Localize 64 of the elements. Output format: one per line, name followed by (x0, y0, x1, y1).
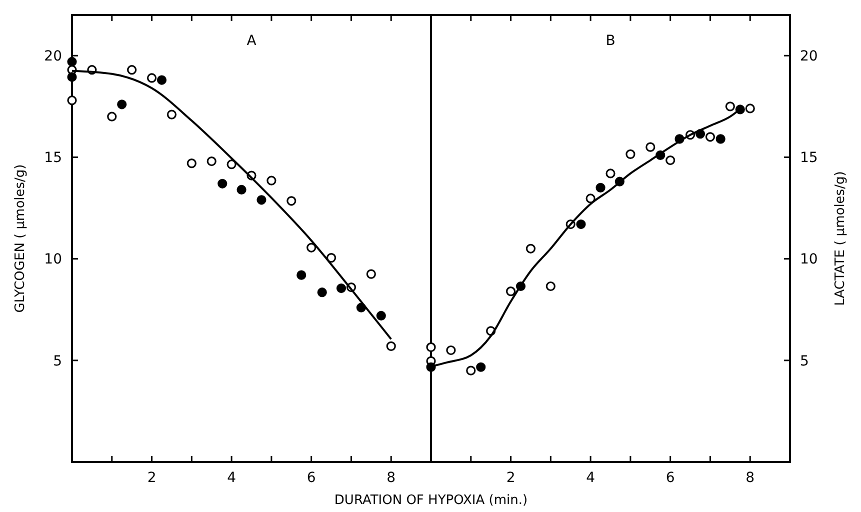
point (606, 168, 616, 178)
point (386, 341, 396, 351)
point (156, 75, 167, 85)
point (626, 149, 636, 159)
y2-tick-label: 5 (800, 353, 809, 370)
point (596, 182, 606, 193)
point (705, 132, 716, 142)
point (186, 158, 196, 168)
point (67, 72, 77, 82)
y-tick-label: 15 (44, 150, 62, 166)
point (127, 65, 137, 75)
point (218, 178, 228, 188)
point (646, 142, 656, 152)
point (725, 102, 735, 112)
x-tick-label: 8 (746, 470, 755, 486)
point (236, 184, 246, 195)
annotation: A (246, 33, 257, 49)
point (296, 270, 306, 280)
y2-axis-title: LACTATE ( µmoles/g) (833, 171, 848, 306)
point (336, 283, 346, 294)
point (206, 156, 216, 166)
point (576, 219, 586, 230)
x-tick-label: 8 (386, 470, 396, 486)
y-axis-title: GLYCOGEN ( µmoles/g) (13, 164, 28, 313)
point (666, 155, 676, 166)
point (107, 112, 117, 122)
point (166, 110, 177, 120)
point (476, 362, 486, 372)
x-tick-label: 2 (506, 470, 516, 486)
point (67, 96, 77, 106)
point (466, 366, 476, 376)
point (67, 56, 77, 67)
x-tick-label: 4 (227, 470, 236, 486)
y2-tick-label: 15 (800, 150, 818, 166)
point (716, 134, 726, 144)
point (506, 286, 516, 296)
point (366, 269, 376, 279)
y-tick-label: 5 (53, 353, 62, 370)
y2-tick-label: 10 (800, 252, 818, 268)
point (376, 310, 386, 321)
point (326, 253, 336, 263)
point (266, 176, 276, 186)
y2-tick-label: 20 (800, 48, 818, 65)
annotation: B (606, 33, 616, 49)
point (306, 242, 316, 252)
point (446, 345, 456, 356)
point (426, 342, 436, 352)
x-tick-label: 4 (586, 470, 596, 486)
point (117, 100, 127, 110)
point (256, 195, 266, 205)
x-axis-title: DURATION OF HYPOXIA (min.) (334, 493, 528, 508)
y-tick-label: 20 (44, 48, 62, 65)
y-tick-label: 10 (44, 252, 62, 268)
point (586, 194, 596, 204)
point (226, 160, 236, 170)
point (745, 104, 755, 114)
point (546, 281, 556, 292)
x-tick-label: 6 (666, 470, 675, 486)
point (146, 73, 157, 83)
point (317, 288, 327, 298)
x-tick-label: 2 (147, 470, 156, 486)
point (526, 244, 536, 254)
x-tick-label: 6 (306, 470, 316, 486)
point (286, 196, 296, 206)
